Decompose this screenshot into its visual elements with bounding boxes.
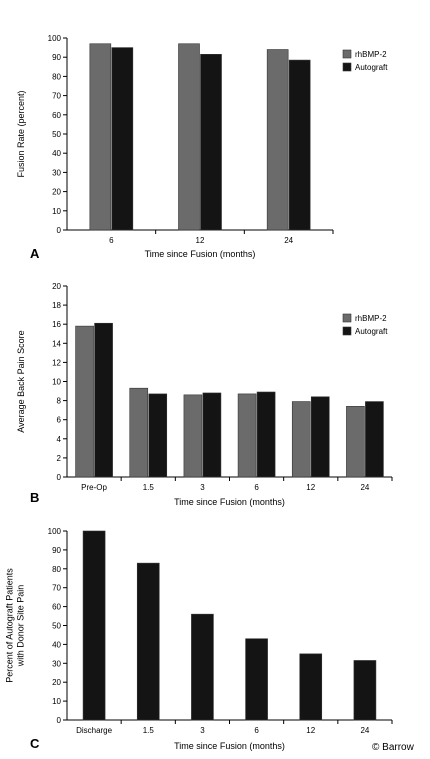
x-axis-label: Time since Fusion (months) [174, 497, 285, 507]
y-tick-label: 20 [52, 282, 61, 291]
y-tick-label: 60 [52, 111, 61, 120]
y-axis-label: Average Back Pain Score [16, 330, 26, 432]
bar-rhbmp-2-6 [89, 43, 112, 231]
y-axis-label: Percent of Autograft Patientswith Donor … [5, 568, 26, 683]
x-tick-label: 24 [360, 726, 369, 735]
bar-autograft-12 [310, 396, 330, 478]
y-tick-label: 0 [57, 716, 62, 725]
y-tick-label: 18 [52, 301, 61, 310]
y-tick-label: 4 [57, 435, 62, 444]
x-tick-label: Discharge [76, 726, 113, 735]
y-tick-label: 2 [57, 454, 62, 463]
y-tick-label: 60 [52, 603, 61, 612]
bar-rhbmp-2-24 [266, 49, 289, 231]
x-tick-label: 3 [200, 483, 205, 492]
y-tick-label: 50 [52, 130, 61, 139]
x-tick-label: 6 [109, 236, 114, 245]
bar-rhbmp-2-1.5 [129, 387, 149, 478]
copyright-text: © Barrow [372, 742, 415, 753]
y-tick-label: 10 [52, 207, 61, 216]
legend: rhBMP-2 Autograft [342, 49, 388, 72]
x-tick-label: 12 [196, 236, 205, 245]
legend-swatch [342, 313, 352, 323]
legend-label: Autograft [355, 63, 388, 72]
y-tick-label: 40 [52, 640, 61, 649]
y-tick-label: 80 [52, 565, 61, 574]
bar-value-discharge [82, 530, 106, 721]
y-tick-label: 90 [52, 546, 61, 555]
chart-panel-c: 0 10 20 30 40 50 60 70 80 90 100 Discharge 1.5 3 6 12 24… [5, 527, 393, 751]
x-axis-label: Time since Fusion (months) [145, 249, 256, 259]
legend-swatch [342, 62, 352, 72]
panel-letter: C [30, 736, 40, 751]
y-tick-label: 100 [48, 527, 62, 536]
legend: rhBMP-2 Autograft [342, 313, 388, 336]
y-tick-label: 0 [57, 226, 62, 235]
x-tick-label: 24 [284, 236, 293, 245]
bar-value-6 [245, 638, 268, 721]
panel-letter: A [30, 246, 40, 261]
legend-label: rhBMP-2 [355, 314, 387, 323]
legend-label: Autograft [355, 327, 388, 336]
bar-autograft-24 [365, 401, 384, 478]
y-tick-label: 90 [52, 53, 61, 62]
y-tick-label: 20 [52, 188, 61, 197]
y-tick-label: 14 [52, 339, 61, 348]
y-tick-label: 8 [57, 397, 62, 406]
bar-value-3 [191, 613, 214, 721]
x-tick-label: 1.5 [143, 726, 155, 735]
y-tick-label: 10 [52, 697, 61, 706]
y-tick-label: 50 [52, 622, 61, 631]
bar-value-24 [353, 660, 377, 721]
bar-autograft-12 [200, 54, 222, 231]
bar-value-12 [299, 653, 323, 721]
x-tick-label: 1.5 [143, 483, 155, 492]
bar-rhbmp-2-6 [237, 393, 257, 478]
x-axis-label: Time since Fusion (months) [174, 741, 285, 751]
x-tick-label: 6 [254, 483, 259, 492]
legend-swatch [342, 326, 352, 336]
x-tick-label: 12 [306, 726, 315, 735]
y-tick-label: 20 [52, 678, 61, 687]
panel-letter: B [30, 490, 39, 505]
x-tick-label: 3 [200, 726, 205, 735]
bar-rhbmp-2-3 [183, 394, 203, 478]
y-tick-label: 16 [52, 320, 61, 329]
y-tick-label: 12 [52, 358, 61, 367]
bar-autograft-6 [111, 47, 134, 231]
x-tick-label: 6 [254, 726, 259, 735]
x-tick-label: Pre-Op [81, 483, 107, 492]
bar-autograft-3 [202, 392, 222, 478]
legend-label: rhBMP-2 [355, 50, 387, 59]
x-tick-label: 24 [360, 483, 369, 492]
bar-autograft-6 [256, 391, 276, 478]
y-tick-label: 30 [52, 168, 61, 177]
bar-rhbmp-2-pre-op [75, 325, 94, 478]
y-tick-label: 70 [52, 92, 61, 101]
y-tick-label: 80 [52, 72, 61, 81]
bar-autograft-24 [288, 59, 311, 231]
bar-autograft-pre-op [94, 322, 113, 478]
bar-value-1.5 [136, 562, 160, 721]
legend-swatch [342, 49, 352, 59]
chart-panel-a: 0 10 20 30 40 50 60 70 80 90 100 6 12 24 Time since Fu… [16, 34, 388, 261]
y-axis-label: Fusion Rate (percent) [16, 90, 26, 177]
bar-autograft-1.5 [148, 393, 168, 478]
y-tick-label: 30 [52, 659, 61, 668]
y-tick-label: 0 [57, 473, 62, 482]
bar-rhbmp-2-24 [346, 406, 365, 478]
y-tick-label: 10 [52, 378, 61, 387]
bar-rhbmp-2-12 [178, 43, 200, 231]
bar-rhbmp-2-12 [291, 401, 311, 478]
y-tick-label: 100 [48, 34, 62, 43]
y-tick-label: 6 [57, 416, 62, 425]
y-tick-label: 70 [52, 584, 61, 593]
x-tick-label: 12 [306, 483, 315, 492]
y-tick-label: 40 [52, 149, 61, 158]
